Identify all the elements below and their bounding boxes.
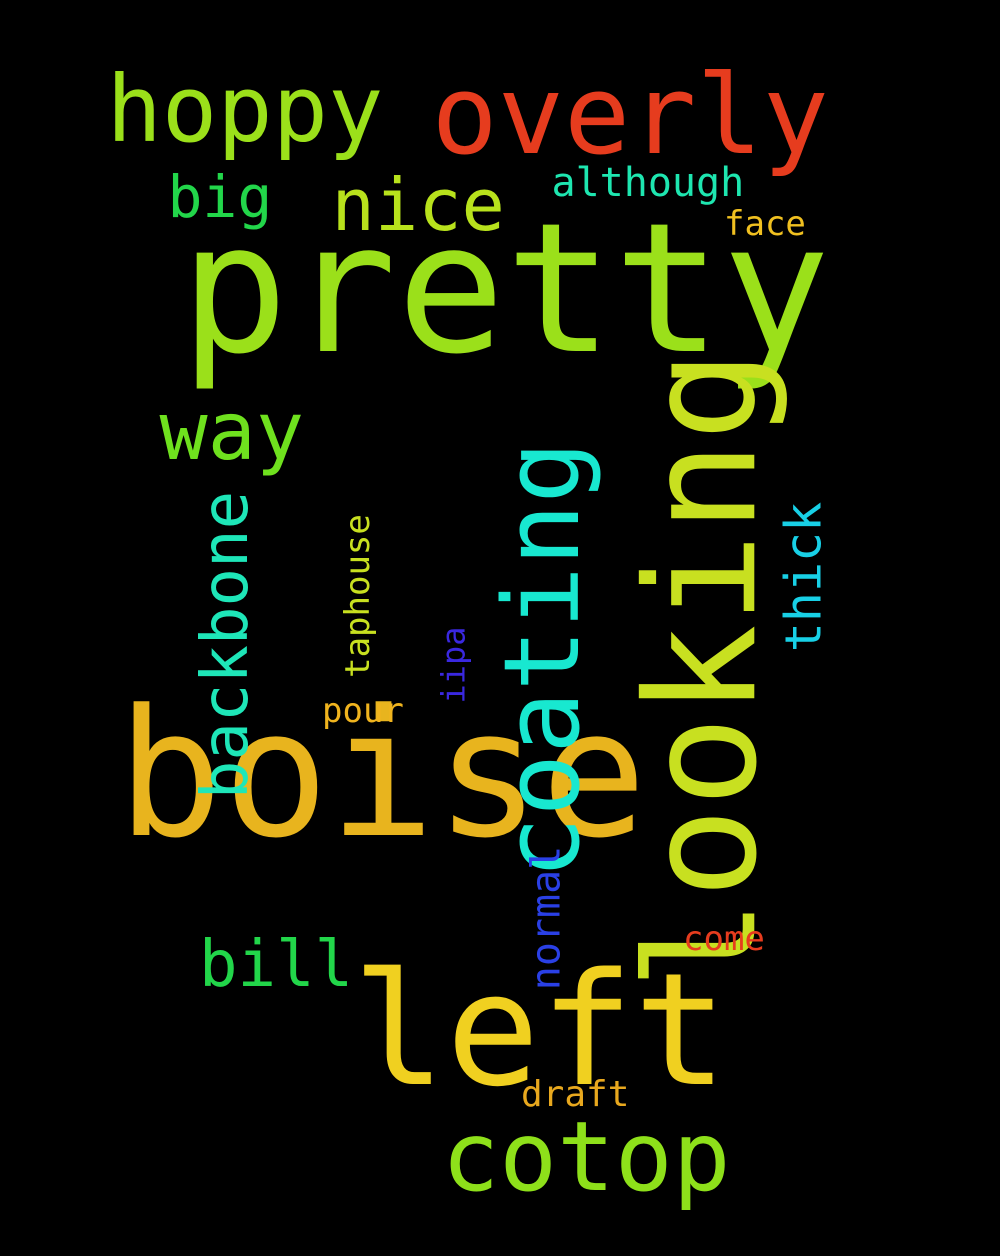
word-draft: draft xyxy=(521,1074,630,1115)
word-nice: nice xyxy=(331,163,505,247)
word-way: way xyxy=(159,385,305,478)
word-looking: looking xyxy=(612,349,790,991)
word-taphouse: taphouse xyxy=(337,514,378,678)
word-although: although xyxy=(551,160,745,206)
word-cotop: cotop xyxy=(441,1101,731,1213)
word-backbone: backbone xyxy=(189,490,264,800)
word-hoppy: hoppy xyxy=(106,56,384,163)
word-boise: boise xyxy=(117,672,647,877)
word-iipa: iipa xyxy=(434,626,473,704)
word-face: face xyxy=(724,204,806,244)
word-left: left xyxy=(352,939,728,1121)
word-thick: thick xyxy=(773,501,832,653)
word-come: come xyxy=(683,919,765,959)
word-pretty: pretty xyxy=(180,185,831,394)
word-overly: overly xyxy=(431,51,829,179)
word-coating: coating xyxy=(481,440,604,880)
word-big: big xyxy=(167,163,273,231)
word-solid: solid xyxy=(0,0,49,17)
word-pour: pour xyxy=(322,691,404,731)
word-bill: bill xyxy=(199,928,354,1002)
